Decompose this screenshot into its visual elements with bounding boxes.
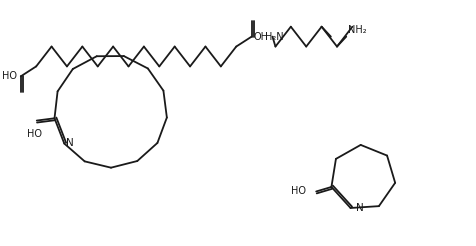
- Text: OH: OH: [254, 32, 268, 42]
- Text: HO: HO: [291, 186, 306, 197]
- Text: H₂N: H₂N: [265, 32, 283, 42]
- Text: HO: HO: [27, 129, 42, 139]
- Text: NH₂: NH₂: [348, 25, 367, 35]
- Text: N: N: [66, 138, 74, 148]
- Text: N: N: [356, 203, 363, 213]
- Text: HO: HO: [2, 71, 17, 81]
